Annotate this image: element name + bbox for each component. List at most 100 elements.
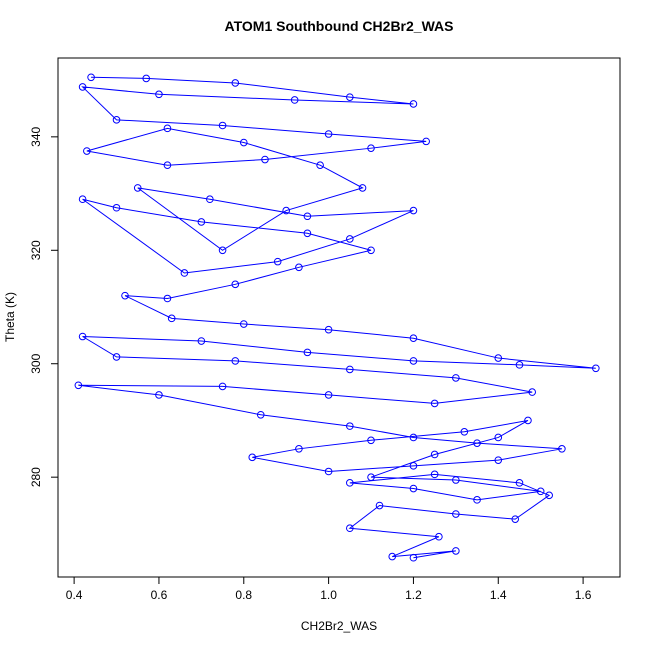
data-point bbox=[435, 532, 443, 541]
data-point bbox=[197, 337, 206, 345]
data-point bbox=[358, 184, 367, 192]
data-point bbox=[528, 388, 537, 396]
data-point bbox=[74, 381, 83, 390]
data-point bbox=[558, 445, 566, 453]
data-point bbox=[346, 365, 354, 374]
y-tick-label: 300 bbox=[29, 353, 43, 373]
data-point bbox=[367, 246, 375, 255]
data-point bbox=[473, 439, 481, 447]
plot-frame bbox=[57, 57, 621, 578]
data-point bbox=[430, 399, 439, 408]
data-point bbox=[422, 137, 430, 146]
data-point bbox=[218, 382, 227, 391]
x-axis-title: CH2Br2_WAS bbox=[301, 619, 377, 633]
data-point bbox=[375, 501, 384, 510]
data-point bbox=[112, 203, 121, 212]
data-point bbox=[261, 155, 269, 164]
data-point bbox=[460, 427, 469, 436]
data-point bbox=[218, 121, 227, 130]
data-point bbox=[303, 348, 312, 357]
data-point bbox=[256, 410, 265, 419]
data-point bbox=[452, 476, 460, 484]
data-point bbox=[324, 325, 333, 334]
data-point bbox=[133, 184, 142, 192]
data-point bbox=[494, 354, 503, 362]
data-point bbox=[494, 456, 503, 464]
data-point bbox=[155, 90, 163, 99]
data-point bbox=[430, 470, 439, 479]
data-point bbox=[78, 332, 87, 341]
data-point bbox=[592, 364, 600, 373]
data-point bbox=[524, 416, 532, 425]
data-point bbox=[316, 161, 324, 170]
data-point bbox=[324, 130, 333, 138]
data-point bbox=[303, 229, 312, 238]
data-point bbox=[515, 361, 524, 369]
data-point bbox=[218, 246, 227, 255]
x-tick-label: 0.6 bbox=[151, 588, 168, 602]
data-point bbox=[367, 144, 375, 152]
data-point bbox=[142, 74, 151, 83]
data-point bbox=[409, 462, 418, 470]
data-point bbox=[409, 100, 418, 108]
y-tick-label: 340 bbox=[29, 127, 43, 147]
data-point bbox=[346, 479, 354, 487]
data-point bbox=[112, 116, 121, 124]
data-point bbox=[452, 510, 460, 518]
data-point bbox=[324, 391, 333, 399]
x-tick-label: 1.6 bbox=[575, 588, 592, 602]
data-point bbox=[409, 433, 418, 442]
data-point bbox=[515, 479, 524, 487]
data-point bbox=[231, 79, 240, 87]
data-point bbox=[367, 436, 375, 445]
y-tick-label: 320 bbox=[29, 240, 43, 260]
data-point bbox=[273, 257, 282, 266]
data-point bbox=[197, 218, 206, 226]
data-point bbox=[409, 206, 418, 215]
x-tick-label: 1.2 bbox=[405, 588, 422, 602]
x-tick-label: 1.0 bbox=[320, 588, 337, 602]
data-point bbox=[155, 391, 163, 399]
data-point bbox=[167, 314, 176, 323]
data-point bbox=[87, 73, 95, 82]
data-point bbox=[346, 422, 354, 430]
data-point bbox=[409, 484, 418, 493]
data-point bbox=[388, 552, 397, 561]
data-point bbox=[231, 357, 240, 365]
x-tick-label: 1.4 bbox=[490, 588, 507, 602]
data-point bbox=[180, 269, 189, 277]
data-point bbox=[494, 433, 503, 442]
data-point bbox=[409, 334, 418, 343]
data-point bbox=[346, 235, 354, 243]
data-point bbox=[290, 96, 299, 104]
data-point bbox=[112, 353, 121, 361]
data-point bbox=[430, 450, 439, 459]
x-tick-label: 0.4 bbox=[66, 588, 83, 602]
data-point bbox=[473, 496, 481, 504]
data-point bbox=[295, 263, 303, 272]
data-point bbox=[536, 487, 545, 496]
data-point bbox=[452, 374, 460, 382]
x-tick-label: 0.8 bbox=[235, 588, 252, 602]
data-point bbox=[409, 553, 418, 562]
data-point bbox=[324, 467, 333, 476]
y-axis-title: Theta (K) bbox=[3, 292, 17, 342]
data-point bbox=[78, 195, 87, 204]
data-point bbox=[346, 524, 354, 533]
data-point bbox=[452, 547, 460, 555]
data-point bbox=[367, 473, 375, 481]
data-point bbox=[409, 357, 418, 365]
data-point bbox=[121, 291, 129, 300]
data-point bbox=[83, 147, 91, 155]
data-point bbox=[282, 206, 290, 215]
data-point bbox=[239, 138, 248, 147]
data-point bbox=[231, 280, 240, 289]
data-point bbox=[511, 515, 520, 523]
data-point bbox=[163, 294, 172, 303]
data-point bbox=[303, 212, 312, 221]
y-tick-label: 280 bbox=[29, 467, 43, 487]
data-point bbox=[239, 320, 248, 328]
data-point bbox=[163, 161, 172, 170]
data-point bbox=[248, 453, 257, 462]
